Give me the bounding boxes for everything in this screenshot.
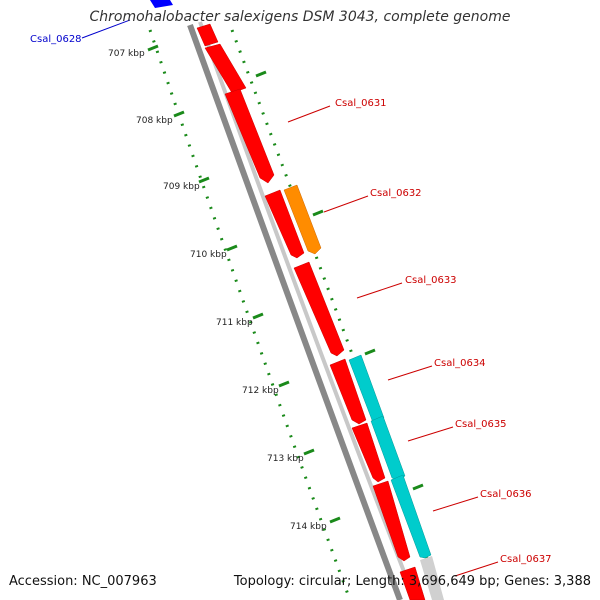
outer-gc-track [230, 29, 444, 600]
tick-label-707: 707 kbp [108, 49, 145, 59]
gene-label-csal-0637[interactable]: Csal_0637 [500, 554, 552, 565]
map-title: Chromohalobacter salexigens DSM 3043, co… [89, 9, 511, 25]
position-ticks [147, 44, 341, 524]
gene-csal-0628[interactable] [150, 0, 173, 8]
gene-label-csal-0635[interactable]: Csal_0635 [455, 419, 507, 430]
gene-csal-0636[interactable] [390, 474, 432, 559]
genome-backbone [187, 23, 403, 600]
gene-block[interactable] [224, 88, 275, 184]
gene-label-csal-0636[interactable]: Csal_0636 [480, 489, 532, 500]
tick-label-709: 709 kbp [163, 182, 200, 192]
accession-label: Accession: NC_007963 [9, 574, 157, 589]
tick-label-711: 711 kbp [216, 318, 253, 328]
gene-block[interactable] [293, 261, 345, 357]
gene-csal-0632[interactable] [283, 184, 322, 255]
topology-label: Topology: circular; Length: 3,696,649 bp… [233, 574, 591, 589]
tick-label-708: 708 kbp [136, 116, 173, 126]
outer-gc-dashes [255, 70, 424, 491]
tick-label-710: 710 kbp [190, 250, 227, 260]
cyan-genes [348, 354, 432, 559]
tick-label-714: 714 kbp [290, 522, 327, 532]
gene-block[interactable] [196, 23, 219, 47]
tick-label-713: 713 kbp [267, 454, 304, 464]
tick-label-712: 712 kbp [242, 386, 279, 396]
gene-label-csal-0633[interactable]: Csal_0633 [405, 275, 457, 286]
forward-strand-genes [196, 23, 426, 600]
gene-block[interactable] [264, 189, 305, 259]
gene-block[interactable] [351, 422, 386, 483]
gene-block[interactable] [372, 480, 411, 562]
gene-label-csal-0634[interactable]: Csal_0634 [434, 358, 486, 369]
gene-label-csal-0632[interactable]: Csal_0632 [370, 188, 422, 199]
gene-block[interactable] [329, 358, 367, 425]
gene-block[interactable] [204, 43, 247, 94]
gene-block[interactable] [399, 566, 426, 600]
gene-block-grey[interactable] [420, 556, 444, 600]
gene-label-csal-0628[interactable]: Csal_0628 [30, 34, 82, 45]
gene-label-csal-0631[interactable]: Csal_0631 [335, 98, 387, 109]
gene-leader-lines [81, 19, 499, 577]
